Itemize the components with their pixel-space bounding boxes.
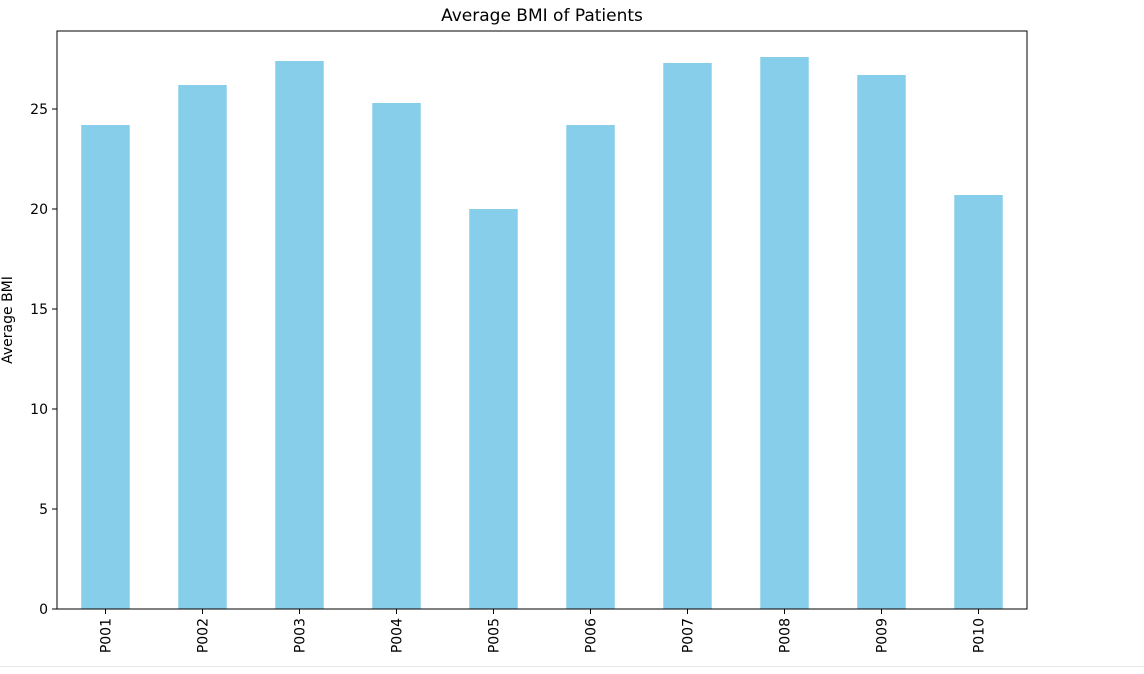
bar-p002 (178, 85, 227, 609)
bar-p001 (81, 125, 130, 609)
x-tick-label-p002: P002 (196, 618, 212, 653)
x-tick-label-p004: P004 (390, 618, 406, 653)
x-tick-label-p008: P008 (778, 618, 794, 653)
y-tick-label: 10 (30, 402, 48, 418)
bar-p010 (954, 195, 1003, 609)
y-axis-label: Average BMI (0, 276, 16, 364)
x-tick-label-p001: P001 (99, 618, 115, 653)
bar-p006 (566, 125, 615, 609)
x-tick-label-p005: P005 (487, 618, 503, 653)
bar-p003 (275, 61, 324, 609)
x-tick-label-p006: P006 (584, 618, 600, 653)
divider (0, 666, 1144, 667)
bars-group (81, 57, 1003, 609)
y-tick-label: 5 (39, 502, 48, 518)
x-tick-label-p010: P010 (972, 618, 988, 653)
y-tick-label: 15 (30, 302, 48, 318)
bar-p004 (372, 103, 421, 609)
y-tick-label: 25 (30, 102, 48, 118)
y-tick-label: 20 (30, 202, 48, 218)
x-axis: P001 P002 P003 P004 P005 P006 P007 P008 P009 P010 (99, 609, 988, 653)
x-tick-label-p007: P007 (681, 618, 697, 653)
x-tick-label-p003: P003 (293, 618, 309, 653)
y-axis: 0 5 10 15 20 25 (30, 102, 57, 618)
x-tick-label-p009: P009 (875, 618, 891, 653)
y-tick-label: 0 (39, 602, 48, 618)
chart-title: Average BMI of Patients (441, 6, 643, 26)
bar-p007 (663, 63, 712, 609)
bar-p009 (857, 75, 906, 609)
plot-frame (56, 30, 1028, 610)
bar-p008 (760, 57, 809, 609)
bar-p005 (469, 209, 518, 609)
